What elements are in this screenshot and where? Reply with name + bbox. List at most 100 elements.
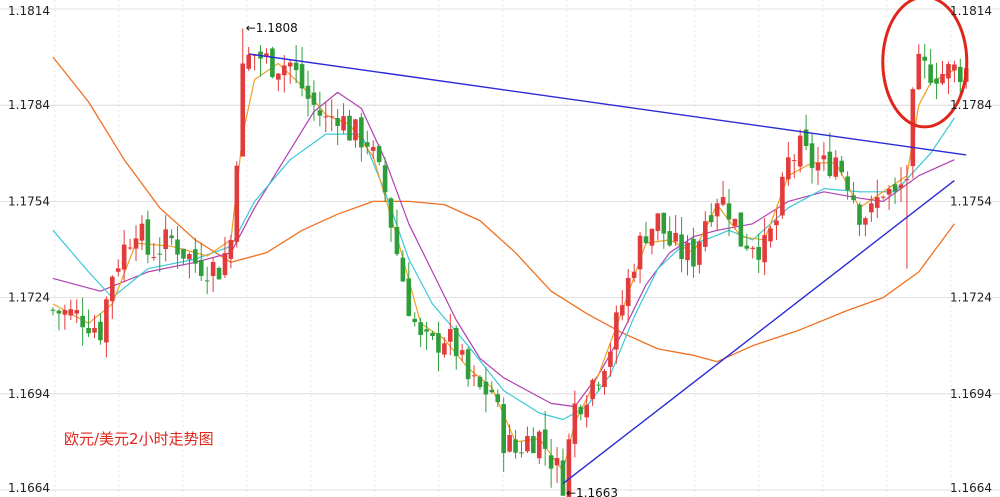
candle-body <box>756 246 761 260</box>
candle-body <box>649 228 655 246</box>
candle-body <box>228 240 234 259</box>
candle-body <box>115 268 121 272</box>
candle-body <box>424 329 429 332</box>
candle-body <box>347 115 352 141</box>
y-tick-label-right: 1.1664 <box>950 481 992 495</box>
annotations: ←1.1808 ←1.1663 <box>246 21 618 497</box>
candle-body <box>803 129 809 146</box>
candle-body <box>898 184 904 189</box>
candle-body <box>750 247 756 249</box>
candle-body <box>50 309 56 311</box>
highlight-circle <box>881 0 969 129</box>
candle-body <box>246 54 251 69</box>
candle-body <box>222 253 228 276</box>
y-tick-label-left: 1.1754 <box>8 194 50 208</box>
y-tick-label-right: 1.1784 <box>950 98 992 112</box>
candle-body <box>809 143 815 168</box>
candle-body <box>584 404 589 418</box>
candle-body <box>667 231 673 246</box>
candle-body <box>934 78 939 84</box>
candle-body <box>489 389 495 393</box>
candle-body <box>661 212 667 234</box>
price-annotation: ←1.1808 <box>246 21 298 35</box>
candle-body <box>536 431 542 459</box>
candle-body <box>892 184 898 192</box>
candle-body <box>922 56 928 61</box>
y-tick-label-left: 1.1724 <box>8 291 50 305</box>
candle-body <box>459 350 465 355</box>
candle-body <box>643 236 649 243</box>
candle-body <box>287 62 293 67</box>
y-tick-label-left: 1.1664 <box>8 481 50 495</box>
candle-body <box>762 235 767 263</box>
candle-body <box>370 146 376 151</box>
candle-body <box>406 278 412 316</box>
candle-body <box>501 404 506 454</box>
candle-body <box>797 135 803 167</box>
candle-body <box>359 117 364 148</box>
trendline <box>562 180 955 485</box>
candle-body <box>74 310 80 314</box>
candle-body <box>133 238 139 249</box>
candle-body <box>578 406 584 415</box>
price-axes: 1.1814 1.1814 1.1784 1.1784 1.1754 1.1754 1.17… <box>8 4 992 495</box>
candle-body <box>946 64 951 79</box>
candle-body <box>637 235 643 270</box>
candlesticks <box>50 28 969 497</box>
candle-body <box>495 394 501 403</box>
y-tick-label-right: 1.1694 <box>950 387 992 401</box>
candle-body <box>608 351 613 367</box>
candle-body <box>234 165 240 242</box>
y-tick-label-left: 1.1784 <box>8 98 50 112</box>
candle-body <box>453 327 459 357</box>
candle-body <box>507 435 512 452</box>
candle-body <box>815 162 821 171</box>
price-annotation: ←1.1663 <box>566 486 618 497</box>
candle-body <box>679 234 684 260</box>
y-tick-label-left: 1.1694 <box>8 387 50 401</box>
candle-body <box>845 176 850 191</box>
candle-body <box>655 213 661 232</box>
candle-body <box>720 197 726 205</box>
candle-body <box>780 176 785 216</box>
candle-body <box>335 118 340 126</box>
candle-body <box>127 247 133 249</box>
candle-body <box>104 299 109 343</box>
candle-body <box>614 312 619 350</box>
candle-body <box>774 220 779 226</box>
candle-body <box>121 244 127 270</box>
candle-body <box>341 116 346 131</box>
candle-body <box>880 196 886 198</box>
candle-body <box>874 197 880 208</box>
candle-body <box>270 48 275 78</box>
candle-body <box>299 64 305 89</box>
candle-body <box>163 229 168 250</box>
candle-body <box>276 73 281 80</box>
candle-body <box>98 321 103 341</box>
candle-body <box>548 455 554 469</box>
candle-body <box>311 92 317 105</box>
candle-body <box>928 64 933 83</box>
candle-body <box>151 257 157 259</box>
candle-body <box>364 142 370 147</box>
candle-body <box>139 223 145 241</box>
candle-body <box>210 261 216 277</box>
candle-body <box>240 63 246 157</box>
candle-body <box>726 203 732 220</box>
candle-body <box>560 460 566 496</box>
candle-body <box>323 116 329 118</box>
candle-body <box>68 309 74 316</box>
candle-body <box>317 110 323 116</box>
candle-body <box>863 218 868 225</box>
candle-body <box>448 329 453 342</box>
candle-body <box>821 155 827 160</box>
candle-body <box>572 403 578 444</box>
candle-body <box>596 384 601 386</box>
candle-body <box>957 66 963 83</box>
candle-body <box>181 248 186 259</box>
candle-body <box>376 146 382 163</box>
candle-body <box>768 228 773 242</box>
candle-body <box>691 238 696 267</box>
